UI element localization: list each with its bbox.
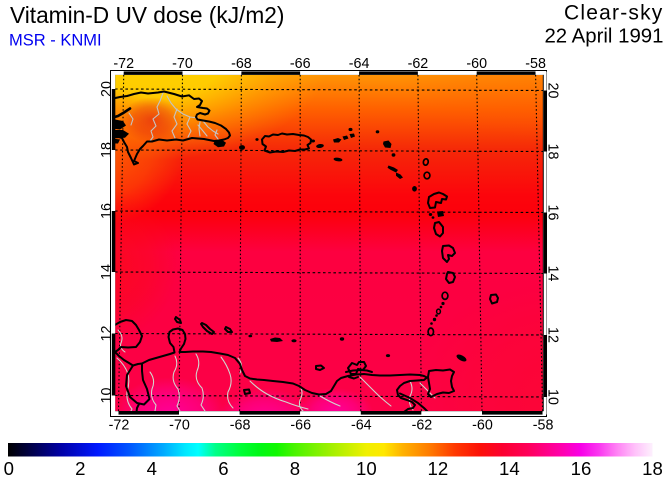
svg-text:-64: -64 (351, 418, 372, 434)
svg-text:14: 14 (544, 266, 560, 282)
svg-text:-72: -72 (109, 418, 130, 434)
svg-text:-72: -72 (113, 56, 134, 72)
svg-text:-66: -66 (290, 418, 311, 434)
svg-text:Clear-sky: Clear-sky (564, 2, 663, 25)
svg-text:14: 14 (99, 264, 115, 280)
svg-text:-68: -68 (231, 56, 252, 72)
svg-text:-64: -64 (349, 56, 370, 72)
svg-text:6: 6 (218, 458, 228, 479)
svg-text:-62: -62 (412, 418, 433, 434)
svg-text:-60: -60 (472, 418, 493, 434)
svg-text:0: 0 (4, 458, 14, 479)
svg-text:16: 16 (99, 203, 115, 219)
svg-text:22 April 1991: 22 April 1991 (544, 26, 663, 48)
svg-text:12: 12 (99, 326, 115, 342)
svg-text:18: 18 (544, 144, 560, 160)
svg-text:12: 12 (428, 458, 449, 479)
svg-text:16: 16 (544, 205, 560, 221)
svg-text:20: 20 (99, 81, 115, 97)
svg-text:-70: -70 (172, 56, 193, 72)
svg-text:MSR - KNMI: MSR - KNMI (9, 32, 102, 50)
svg-text:-66: -66 (290, 56, 311, 72)
svg-text:20: 20 (544, 83, 560, 99)
svg-text:16: 16 (571, 458, 592, 479)
svg-text:2: 2 (75, 458, 85, 479)
svg-text:4: 4 (147, 458, 157, 479)
svg-text:-58: -58 (525, 56, 546, 72)
svg-text:8: 8 (290, 458, 300, 479)
svg-text:Vitamin-D UV dose (kJ/m2): Vitamin-D UV dose (kJ/m2) (10, 2, 284, 28)
svg-text:18: 18 (642, 458, 663, 479)
svg-text:10: 10 (99, 388, 115, 404)
svg-text:-60: -60 (466, 56, 487, 72)
svg-text:10: 10 (356, 458, 377, 479)
svg-text:-62: -62 (408, 56, 429, 72)
svg-text:10: 10 (544, 389, 560, 405)
svg-text:14: 14 (499, 458, 520, 479)
svg-text:-68: -68 (230, 418, 251, 434)
svg-text:18: 18 (99, 142, 115, 158)
svg-text:-70: -70 (169, 418, 190, 434)
svg-text:12: 12 (544, 327, 560, 343)
svg-text:-58: -58 (533, 418, 554, 434)
